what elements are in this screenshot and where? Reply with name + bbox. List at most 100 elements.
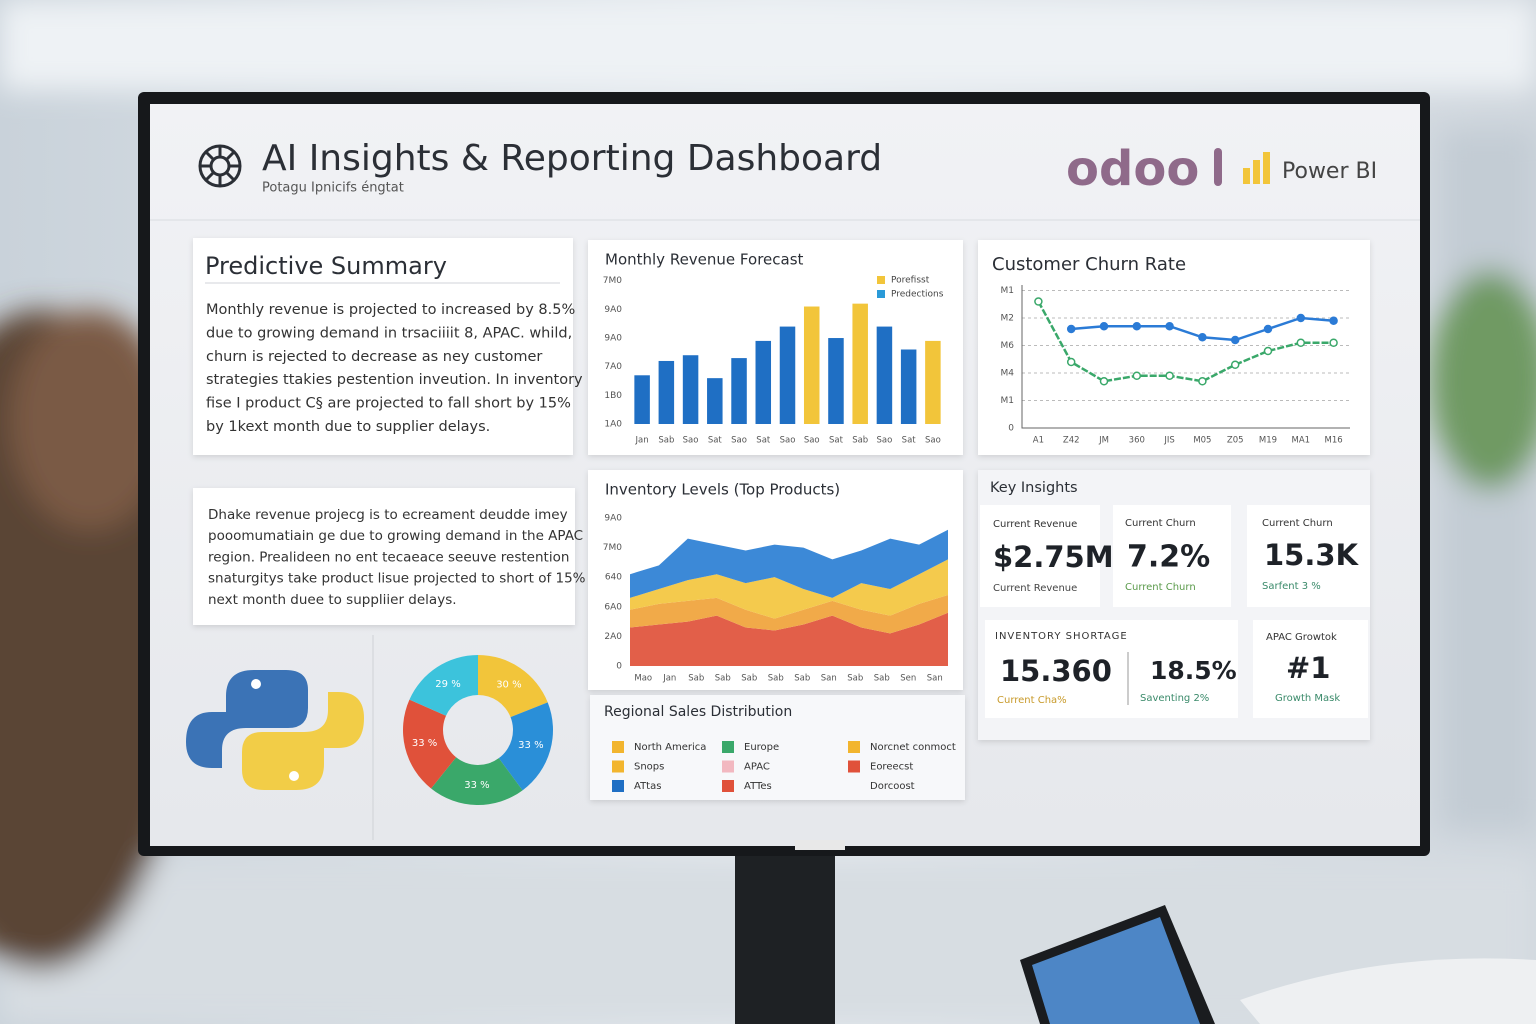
x-tick-label: Sab xyxy=(768,674,784,684)
legend-swatch xyxy=(612,760,624,773)
slice-label: 33 % xyxy=(464,780,489,791)
x-tick-label: Z05 xyxy=(1227,436,1244,446)
bar xyxy=(803,306,820,424)
summary-title: Predictive Summary xyxy=(205,252,447,280)
kpi-sub: Sarfent 3 % xyxy=(1262,581,1321,592)
summary-line: snaturgitys take product lisue projected… xyxy=(208,571,586,587)
monitor-stand xyxy=(735,852,835,1024)
x-tick-label: M05 xyxy=(1193,436,1211,446)
donut-slice xyxy=(498,702,553,791)
x-tick-label: Sat xyxy=(829,436,844,446)
kpi-label: Current Churn xyxy=(1125,518,1196,529)
panel-title: Key Insights xyxy=(990,480,1078,496)
x-tick-label: Sao xyxy=(925,436,941,446)
area-layer xyxy=(630,529,948,598)
point xyxy=(1165,371,1174,380)
legend-swatch xyxy=(722,741,734,753)
point xyxy=(1099,377,1109,386)
legend-swatch xyxy=(722,760,734,773)
y-tick-label: 7M0 xyxy=(603,276,622,286)
bar xyxy=(755,340,772,424)
axis-line xyxy=(1021,285,1350,429)
chart-title: Customer Churn Rate xyxy=(992,254,1186,275)
x-tick-label: Jan xyxy=(662,674,676,684)
bar xyxy=(658,360,675,424)
y-tick-label: 9A0 xyxy=(604,334,622,344)
bar xyxy=(779,326,796,424)
kpi-sub: Current Revenue xyxy=(993,583,1077,594)
x-tick-label: JIS xyxy=(1163,436,1174,446)
point xyxy=(1263,324,1273,334)
y-tick-label: M1 xyxy=(1001,286,1015,296)
point xyxy=(1296,313,1306,323)
bar xyxy=(707,378,723,424)
summary-line: fise I product C§ are projected to fall … xyxy=(206,396,571,412)
legend-label: Dorcoost xyxy=(870,781,915,792)
y-tick-label: M4 xyxy=(1001,369,1015,379)
point xyxy=(1066,357,1076,367)
kpi-sub: Current Churn xyxy=(1125,582,1196,593)
kpi-sub: Growth Mask xyxy=(1275,693,1340,704)
x-tick-label: San xyxy=(927,674,943,684)
point xyxy=(1296,338,1306,347)
x-tick-label: San xyxy=(821,674,837,684)
x-tick-label: M19 xyxy=(1259,436,1277,446)
x-tick-label: Sab xyxy=(874,674,890,684)
summary-line: strategies ttakies pestention inveution.… xyxy=(206,372,583,388)
area-layer xyxy=(630,612,948,666)
kpi-value: 7.2% xyxy=(1127,540,1210,575)
y-tick-label: 7A0 xyxy=(604,362,622,372)
summary-line: pooomumatiain ge due to growing demand i… xyxy=(208,528,583,544)
y-tick-label: 640 xyxy=(605,573,622,583)
legend-label: Predections xyxy=(891,290,944,300)
series-line xyxy=(1037,300,1334,383)
laptop xyxy=(1020,905,1536,1024)
kpi-label: INVENTORY SHORTAGE xyxy=(995,631,1128,642)
x-tick-label: Sab xyxy=(741,674,757,684)
legend-label: Snops xyxy=(634,762,664,773)
x-tick-label: Sen xyxy=(900,674,916,684)
bar xyxy=(925,340,941,424)
odoo-mark xyxy=(1214,148,1222,186)
x-tick-label: Jan xyxy=(635,436,649,446)
point xyxy=(1230,360,1240,369)
legend-swatch xyxy=(848,741,860,753)
summary-line: region. Prealideen no ent tecaeace seeuv… xyxy=(208,549,569,565)
panel-title: Regional Sales Distribution xyxy=(604,704,792,720)
x-tick-label: Mao xyxy=(634,674,652,684)
y-tick-label: 1B0 xyxy=(604,391,622,401)
kpi-value: $2.75M xyxy=(993,540,1114,574)
chart-title: Inventory Levels (Top Products) xyxy=(605,481,840,499)
x-tick-label: Sab xyxy=(715,674,731,684)
gear-icon xyxy=(198,144,242,188)
point xyxy=(1263,346,1273,356)
x-tick-label: Sao xyxy=(683,436,699,446)
summary-line: next month duee to suppliier delays. xyxy=(208,592,457,608)
kpi-value: 18.5% xyxy=(1150,656,1237,685)
x-tick-label: Sab xyxy=(847,674,863,684)
legend-swatch xyxy=(612,741,624,753)
point xyxy=(1198,333,1207,342)
summary-line: due to growing demand in trsaciiiit 8, A… xyxy=(206,325,572,341)
legend-label: ATtas xyxy=(634,781,661,792)
area-layer xyxy=(630,559,948,619)
y-tick-label: 1A0 xyxy=(604,420,622,430)
point xyxy=(1329,316,1338,325)
summary-line: churn is rejected to decrease as ney cus… xyxy=(206,349,542,365)
y-tick-label: 9A0 xyxy=(604,513,622,523)
legend-label: APAC xyxy=(744,762,770,773)
x-tick-label: Sao xyxy=(731,436,747,446)
legend-swatch xyxy=(848,760,860,773)
slice-label: 33 % xyxy=(412,738,437,749)
kpi-sub: Saventing 2% xyxy=(1140,693,1209,704)
bar xyxy=(852,303,868,424)
point xyxy=(1034,297,1043,306)
slice-label: 33 % xyxy=(518,740,543,751)
odoo-logo: odoo xyxy=(1066,141,1199,197)
legend-label: ATTes xyxy=(744,781,772,792)
bar xyxy=(731,358,747,424)
y-tick-label: M2 xyxy=(1001,314,1015,324)
x-tick-label: Sat xyxy=(902,436,917,446)
donut-slice xyxy=(402,699,457,789)
